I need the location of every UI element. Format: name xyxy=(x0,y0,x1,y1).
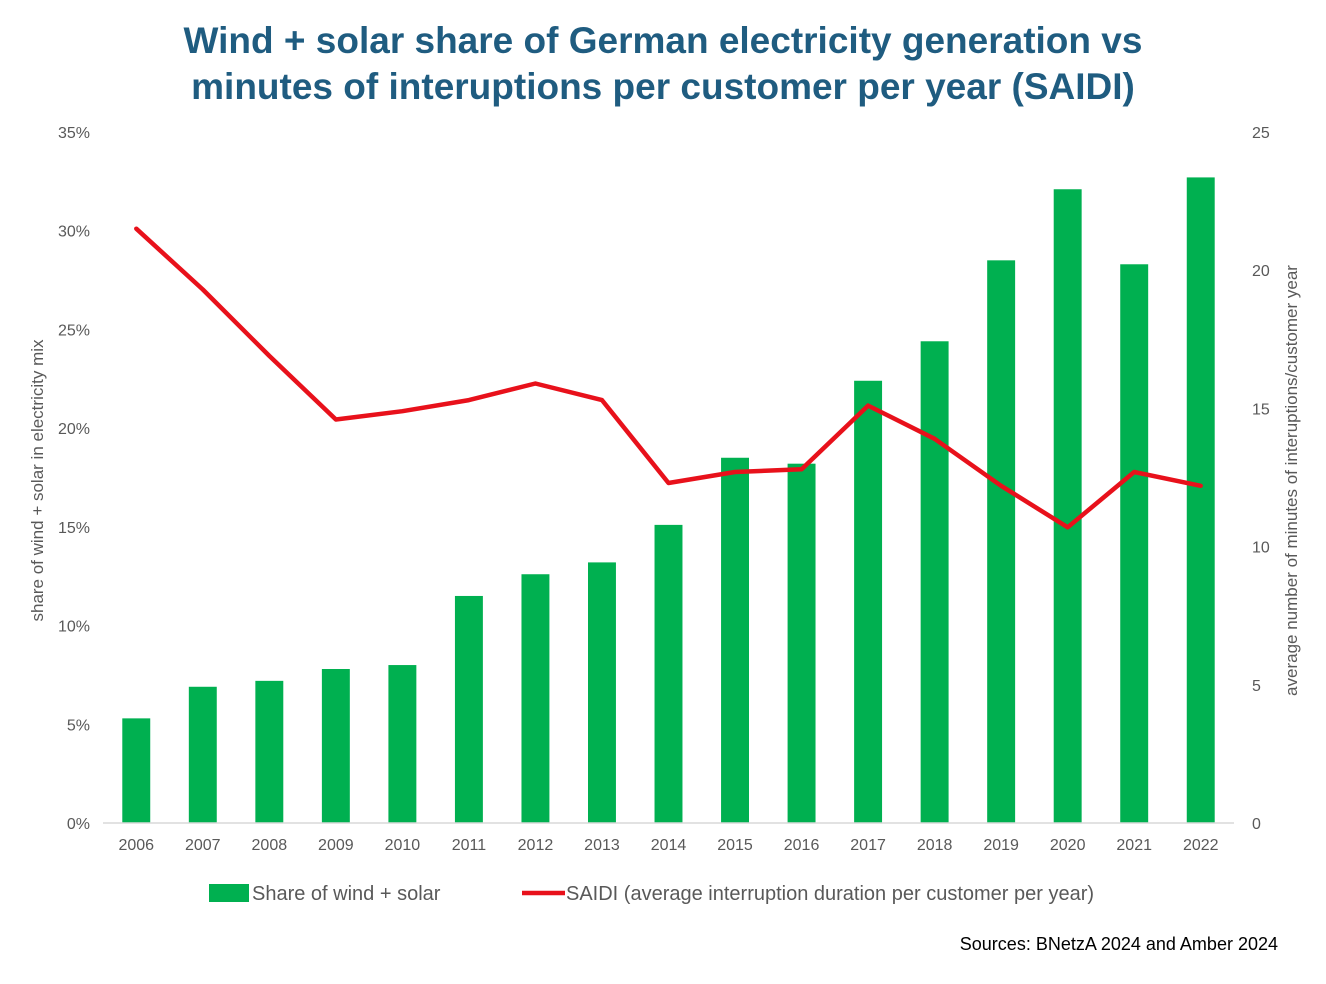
x-tick-label: 2009 xyxy=(318,837,354,854)
y-left-tick-label: 25% xyxy=(58,322,90,339)
axes-layer: 2006 2007 2008 2009 2010 2011 2012 2013 2014 2015… xyxy=(28,125,1301,854)
bar-2022 xyxy=(1186,177,1215,823)
y-axis-left-title: share of wind + solar in electricity mix xyxy=(28,339,47,622)
bar-2018 xyxy=(920,341,949,823)
x-tick-label: 2021 xyxy=(1116,837,1152,854)
bars-layer xyxy=(122,177,1215,824)
y-right-tick-label: 20 xyxy=(1252,263,1270,280)
x-tick-label: 2012 xyxy=(518,837,554,854)
y-left-tick-label: 20% xyxy=(58,421,90,438)
x-tick-label: 2008 xyxy=(252,837,288,854)
bar-2015 xyxy=(721,457,750,823)
bar-2019 xyxy=(987,260,1016,823)
source-note: Sources: BNetzA 2024 and Amber 2024 xyxy=(959,934,1278,954)
x-tick-label: 2017 xyxy=(850,837,886,854)
y-right-tick-label: 25 xyxy=(1252,125,1270,142)
y-left-tick-label: 15% xyxy=(58,520,90,537)
legend: Share of wind + solar SAIDI (average inte… xyxy=(209,883,1094,905)
bar-2010 xyxy=(388,665,417,823)
y-left-tick-label: 35% xyxy=(58,125,90,142)
x-tick-label: 2019 xyxy=(983,837,1019,854)
bar-2006 xyxy=(122,718,151,823)
legend-label-share: Share of wind + solar xyxy=(252,883,441,905)
x-tick-label: 2011 xyxy=(452,837,487,854)
bar-2016 xyxy=(787,463,816,823)
chart-title: Wind + solar share of German electricity… xyxy=(0,18,1326,110)
x-tick-label: 2016 xyxy=(784,837,820,854)
x-tick-label: 2013 xyxy=(584,837,620,854)
x-tick-label: 2015 xyxy=(717,837,753,854)
y-right-tick-label: 0 xyxy=(1252,816,1261,833)
x-tick-label: 2020 xyxy=(1050,837,1086,854)
x-tick-label: 2022 xyxy=(1183,837,1219,854)
bar-2013 xyxy=(587,562,616,823)
x-tick-label: 2006 xyxy=(118,837,154,854)
legend-swatch-share xyxy=(209,884,249,902)
bar-2021 xyxy=(1120,264,1149,824)
x-tick-label: 2007 xyxy=(185,837,221,854)
y-left-tick-label: 0% xyxy=(67,816,90,833)
y-axis-right-title: average number of minutes of interuption… xyxy=(1282,265,1301,696)
bar-2014 xyxy=(654,524,683,823)
saidi-line xyxy=(134,226,1203,530)
chart-title-line-1: Wind + solar share of German electricity… xyxy=(183,20,1143,61)
bar-2012 xyxy=(521,574,550,823)
y-left-tick-label: 30% xyxy=(58,224,90,241)
y-right-tick-label: 10 xyxy=(1252,540,1270,557)
bar-2017 xyxy=(854,380,883,823)
x-tick-label: 2018 xyxy=(917,837,953,854)
bar-2020 xyxy=(1053,189,1082,824)
y-left-tick-label: 5% xyxy=(67,717,90,734)
y-right-tick-label: 5 xyxy=(1252,678,1261,695)
x-tick-label: 2014 xyxy=(651,837,687,854)
bar-2011 xyxy=(454,595,483,823)
bar-2009 xyxy=(321,669,350,823)
chart-title-line-2: minutes of interuptions per customer per… xyxy=(191,66,1135,107)
x-tick-label: 2010 xyxy=(385,837,421,854)
y-left-tick-label: 10% xyxy=(58,619,90,636)
line-layer xyxy=(134,226,1203,530)
legend-label-saidi: SAIDI (average interruption duration per… xyxy=(566,883,1094,905)
bar-2008 xyxy=(255,680,284,823)
y-right-tick-label: 15 xyxy=(1252,401,1270,418)
bar-2007 xyxy=(188,686,217,823)
